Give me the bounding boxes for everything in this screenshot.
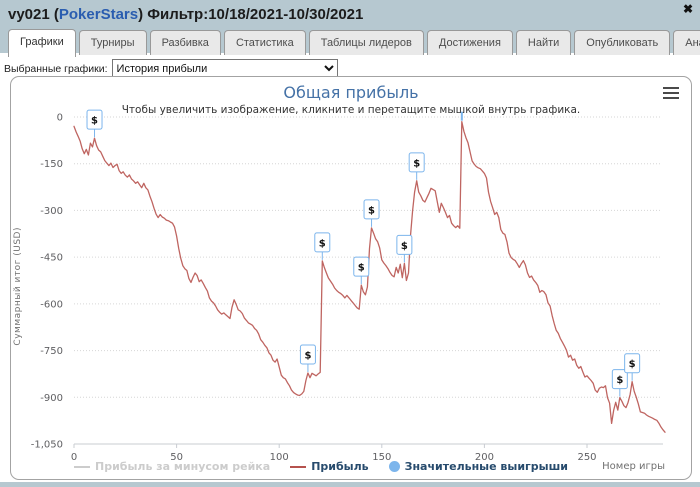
tab-Статистика[interactable]: Статистика	[223, 30, 306, 55]
close-icon[interactable]: ✖	[682, 2, 693, 16]
svg-text:-750: -750	[40, 346, 63, 357]
graph-select[interactable]: История прибыли	[111, 59, 338, 78]
tab-Аналитика[interactable]: Аналитика	[673, 30, 700, 55]
filter-range: ) Фильтр:10/18/2021-10/30/2021	[138, 6, 364, 23]
svg-text:-900: -900	[40, 393, 63, 404]
svg-text:-300: -300	[40, 206, 63, 217]
tab-Найти[interactable]: Найти	[515, 30, 572, 55]
chart-title: Общая прибыль	[283, 83, 419, 102]
window-header: vy021 (PokerStars) Фильтр:10/18/2021-10/…	[0, 0, 700, 29]
legend-line-swatch	[74, 465, 90, 468]
svg-text:250: 250	[577, 452, 596, 463]
svg-text:$: $	[413, 158, 420, 169]
significant-win-marker[interactable]: $	[363, 199, 380, 227]
svg-text:-150: -150	[40, 159, 63, 170]
chart-panel: Общая прибыль Чтобы увеличить изображени…	[10, 76, 692, 480]
y-axis-labels: 0 -150 -300 -450 -600 -750 -900 -1,050	[31, 113, 63, 451]
legend-line-swatch	[290, 465, 307, 468]
svg-text:$: $	[401, 241, 408, 252]
legend-item-Прибыль[interactable]: Прибыль	[290, 460, 369, 473]
legend-item-Прибыль за минусом рейка[interactable]: Прибыль за минусом рейка	[74, 460, 270, 473]
svg-text:50: 50	[170, 452, 183, 463]
tab-Достижения[interactable]: Достижения	[426, 30, 513, 55]
significant-win-marker[interactable]: $	[314, 232, 331, 260]
svg-text:-1,050: -1,050	[31, 440, 63, 451]
x-axis-title: Номер игры	[602, 461, 665, 472]
significant-win-marker[interactable]: $	[353, 256, 370, 285]
chart-plot-area[interactable]: 0 -150 -300 -450 -600 -750 -900 -1,050 0 50 100 150…	[11, 77, 691, 479]
significant-win-marker[interactable]: $	[299, 344, 316, 372]
svg-text:0: 0	[71, 452, 77, 463]
svg-text:$: $	[319, 238, 326, 249]
svg-text:$: $	[629, 359, 636, 370]
svg-text:150: 150	[372, 452, 391, 463]
window-bottom-edge	[0, 482, 700, 487]
svg-text:-600: -600	[40, 299, 63, 310]
x-axis: 0 50 100 150 200 250	[71, 443, 663, 463]
graph-selector-row: Выбранные графики: История прибыли	[4, 59, 338, 78]
svg-text:$: $	[368, 205, 375, 216]
significant-win-marker[interactable]: $	[408, 152, 425, 180]
svg-text:100: 100	[270, 452, 289, 463]
graph-selector-label: Выбранные графики:	[4, 62, 108, 75]
tab-Опубликовать[interactable]: Опубликовать	[574, 30, 671, 55]
chart-legend: Прибыль за минусом рейка Прибыль Значитель…	[11, 460, 631, 473]
significant-win-marker[interactable]: $	[624, 353, 641, 381]
legend-item-Значительные выигрыши[interactable]: Значительные выигрыши	[388, 460, 568, 473]
significant-win-marker[interactable]: $	[86, 109, 103, 138]
pokerstars-link[interactable]: PokerStars	[58, 6, 139, 23]
svg-text:200: 200	[475, 452, 494, 463]
chart-subtitle: Чтобы увеличить изображение, кликните и …	[121, 104, 581, 116]
legend-marker-dot	[388, 461, 400, 472]
chart-menu-icon[interactable]	[663, 87, 679, 102]
tab-Графики[interactable]: Графики	[8, 29, 76, 57]
svg-text:$: $	[616, 375, 623, 386]
player-name: vy021 (	[8, 6, 59, 23]
profit-line	[73, 121, 666, 433]
significant-win-marker[interactable]: $	[396, 234, 413, 263]
svg-text:$: $	[304, 350, 311, 361]
svg-text:$: $	[358, 263, 365, 274]
tab-Турниры[interactable]: Турниры	[78, 30, 147, 55]
content-area: Выбранные графики: История прибыли Общая…	[0, 53, 700, 482]
page-title: vy021 (PokerStars) Фильтр:10/18/2021-10/…	[8, 6, 363, 23]
svg-text:$: $	[91, 116, 98, 127]
tab-Разбивка[interactable]: Разбивка	[149, 30, 221, 55]
svg-text:0: 0	[57, 113, 63, 124]
svg-text:-450: -450	[40, 253, 63, 264]
significant-win-marker[interactable]: $	[611, 369, 628, 397]
tab-Таблицы лидеров[interactable]: Таблицы лидеров	[308, 30, 424, 55]
tab-bar: Графики Турниры Разбивка Статистика Таблицы …	[8, 29, 700, 57]
